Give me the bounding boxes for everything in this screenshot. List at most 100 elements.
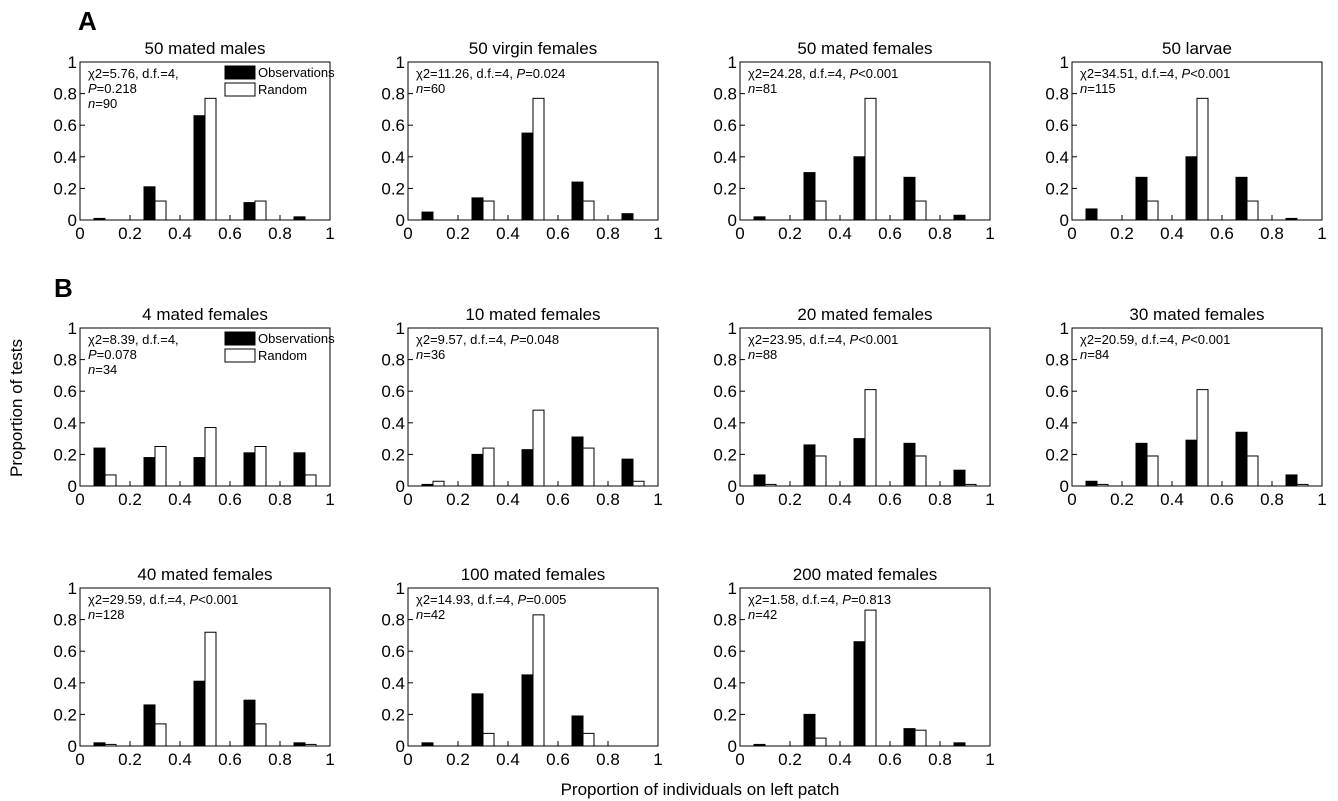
plot-4-stat-line-2-text: =115 [1087,81,1115,96]
plot-11-bar-observations [753,743,766,747]
plot-5-xtick-label: 0.6 [218,490,242,509]
plot-9-ytick-label: 0.2 [53,705,77,724]
plot-8-xtick-label: 0.2 [1110,490,1134,509]
plot-1-bar-random [204,97,217,221]
plot-8-stat-line-1-text: <0.001 [1190,332,1230,347]
plot-9-bar-random [254,723,267,747]
plot-3-xtick-label: 0.4 [828,224,852,243]
plot-10-bar-observations [521,674,534,747]
plot-8-stat-line-1: χ2=20.59, d.f.=4, P<0.001 [1080,332,1230,347]
plot-8-ytick-label: 0.2 [1045,445,1069,464]
plot-7-xtick-label: 0 [735,490,744,509]
plot-7-bar-random [764,483,777,487]
plot-2-stat-line-1-text: χ2=11.26, d.f.=4, [416,66,517,81]
plot-2-stat-line-2-symbol: n [416,81,423,96]
plot-2-bar-observations [421,211,434,221]
plot-4-bar-random [1146,200,1159,221]
plot-4-stat-line-1-text: χ2=34.51, d.f.=4, [1080,66,1182,81]
plot-1-bar-random [254,200,267,221]
plot-8-xtick-label: 1 [1317,490,1326,509]
plot-11-bar-random [814,737,827,747]
plot-4-stat-line-1: χ2=34.51, d.f.=4, P<0.001 [1080,66,1230,81]
plot-1-xtick-label: 1 [325,224,334,243]
plot-2-bar-random [482,200,495,221]
plot-4-bar-observations [1135,176,1148,221]
plot-2-ytick-label: 0.8 [381,85,405,104]
plot-11-stat-line-1-text: χ2=1.58, d.f.=4, [748,592,842,607]
plot-3-stat-line-1-text: χ2=24.28, d.f.=4, [748,66,850,81]
plot-11-bar-observations [803,713,816,747]
plot-5-ytick-label: 0.4 [53,414,77,433]
plot-7: 20 mated females 0 0.2 0.4 0.6 0.8 1 0 0.2 0.4 0.6… [713,305,994,509]
plot-6-bar-observations [521,449,534,487]
plot-1-bar-observations [93,217,106,221]
plot-10-xtick-label: 0.4 [496,750,520,769]
plot-4-ytick-label: 0 [1060,211,1069,230]
plot-6-stat-line-2-symbol: n [416,347,423,362]
plot-4-bar-observations [1235,176,1248,221]
plot-2-bar-observations [521,132,534,221]
plot-6-stat-line-1: χ2=9.57, d.f.=4, P=0.048 [416,332,559,347]
plot-2-xtick-label: 0 [403,224,412,243]
plot-1-xtick-label: 0.8 [268,224,292,243]
plot-8-title: 30 mated females [1129,305,1264,324]
plot-1: 50 mated males 0 0.2 0.4 0.6 0.8 1 0 0.2 0.4 0.6 0.… [53,39,335,243]
plot-11-ytick-label: 0.4 [713,674,737,693]
plot-10-ytick-label: 0.2 [381,705,405,724]
plot-6-bar-random [532,409,545,487]
plot-11-xtick-label: 1 [985,750,994,769]
plot-1-stat-line-2-text: =0.218 [97,81,137,96]
plot-3-bar-observations [753,216,766,221]
plot-1-bar-observations [193,115,206,221]
plot-11-xtick-label: 0.6 [878,750,902,769]
plot-9-stat-line-2: n=128 [88,607,125,622]
plot-5-title: 4 mated females [142,305,268,324]
plot-8-ytick-label: 1 [1060,319,1069,338]
plot-1-legend-label-observations: Observations [258,65,335,80]
plot-5-xtick-label: 1 [325,490,334,509]
plot-10-ytick-label: 0.8 [381,611,405,630]
plot-7-stat-line-2: n=88 [748,347,777,362]
plot-2-stat-line-1-symbol: P [517,66,526,81]
plot-1-ytick-label: 0.2 [53,179,77,198]
plot-7-ytick-label: 0.6 [713,382,737,401]
plot-3-xtick-label: 1 [985,224,994,243]
plot-8-stat-line-1-text: χ2=20.59, d.f.=4, [1080,332,1182,347]
plot-2: 50 virgin females 0 0.2 0.4 0.6 0.8 1 0 0.2 0.4 0.… [381,39,662,243]
plot-5-legend-swatch-observations [224,331,256,346]
plot-9-ytick-label: 0.4 [53,674,77,693]
plot-10-ytick-label: 0.6 [381,642,405,661]
plot-4-xtick-label: 0.2 [1110,224,1134,243]
plot-10-ytick-label: 0.4 [381,674,405,693]
plot-11-xtick-label: 0.2 [778,750,802,769]
plot-5-bar-random [204,427,217,487]
plot-9-bar-random [304,743,317,747]
plot-5-stat-line-2-text: =0.078 [97,347,137,362]
x-axis-label: Proportion of individuals on left patch [561,780,840,799]
plot-11-bar-observations [903,728,916,747]
plot-8-bar-random [1096,483,1109,487]
plot-8-stat-line-2-text: =84 [1087,347,1109,362]
plot-5-bar-observations [93,447,106,487]
plot-5-legend-swatch-random [224,348,256,363]
plot-7-bar-random [864,389,877,487]
plot-11-stat-line-1-text: =0.813 [851,592,891,607]
plot-8-xtick-label: 0.8 [1260,490,1284,509]
plot-5-ytick-label: 0 [68,477,77,496]
plot-7-ytick-label: 0 [728,477,737,496]
plot-6-xtick-label: 0.4 [496,490,520,509]
panel-label-a: A [78,6,97,36]
plot-6-bar-observations [471,453,484,487]
plot-8-bar-random [1146,455,1159,487]
plot-9-xtick-label: 0.2 [118,750,142,769]
plot-2-bar-observations [571,181,584,221]
plot-9-ytick-label: 0 [68,737,77,756]
plot-6-stat-line-1-text: χ2=9.57, d.f.=4, [416,332,510,347]
plot-2-ytick-label: 0 [396,211,405,230]
plot-7-bar-observations [903,442,916,487]
plot-6-ytick-label: 0 [396,477,405,496]
plot-2-stat-line-2: n=60 [416,81,445,96]
plot-2-stat-line-2-text: =60 [423,81,445,96]
plot-8-stat-line-2: n=84 [1080,347,1109,362]
plot-1-legend-swatch-observations [224,65,256,80]
